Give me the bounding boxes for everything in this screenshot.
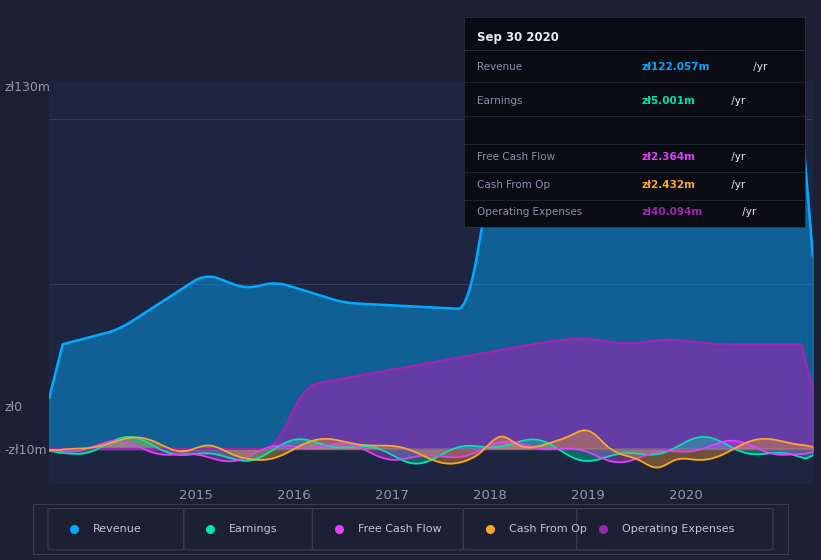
Text: Operating Expenses: Operating Expenses	[622, 524, 734, 534]
Text: zł122.057m: zł122.057m	[641, 62, 709, 72]
Text: zł40.094m: zł40.094m	[641, 207, 702, 217]
FancyBboxPatch shape	[576, 508, 773, 550]
Text: /yr: /yr	[728, 152, 745, 162]
Text: /yr: /yr	[728, 180, 745, 190]
Text: Earnings: Earnings	[229, 524, 277, 534]
Text: zł130m: zł130m	[4, 81, 50, 94]
Text: Cash From Op: Cash From Op	[478, 180, 551, 190]
Text: Sep 30 2020: Sep 30 2020	[478, 31, 559, 44]
Text: Free Cash Flow: Free Cash Flow	[358, 524, 441, 534]
Text: -zł10m: -zł10m	[4, 444, 47, 458]
Text: Revenue: Revenue	[478, 62, 523, 72]
FancyBboxPatch shape	[463, 508, 607, 550]
Text: zł2.432m: zł2.432m	[641, 180, 695, 190]
Text: Free Cash Flow: Free Cash Flow	[478, 152, 556, 162]
FancyBboxPatch shape	[184, 508, 320, 550]
Text: /yr: /yr	[739, 207, 756, 217]
FancyBboxPatch shape	[48, 508, 184, 550]
Text: zł0: zł0	[4, 401, 22, 414]
Text: Operating Expenses: Operating Expenses	[478, 207, 583, 217]
Text: /yr: /yr	[750, 62, 768, 72]
Text: Revenue: Revenue	[94, 524, 142, 534]
Text: Earnings: Earnings	[478, 96, 523, 106]
Text: zł5.001m: zł5.001m	[641, 96, 695, 106]
Text: /yr: /yr	[728, 96, 745, 106]
Text: Cash From Op: Cash From Op	[509, 524, 586, 534]
Text: zł2.364m: zł2.364m	[641, 152, 695, 162]
FancyBboxPatch shape	[312, 508, 463, 550]
